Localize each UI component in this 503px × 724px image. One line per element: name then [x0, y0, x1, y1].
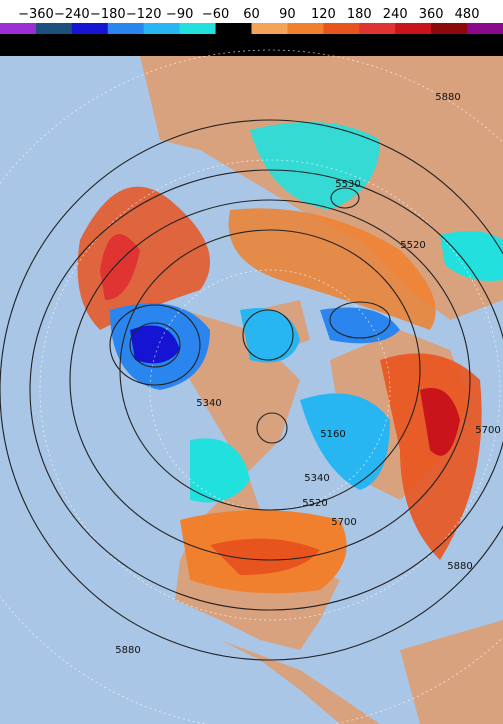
color-swatch [143, 23, 181, 34]
contour-label: 5880 [447, 561, 472, 572]
contour-line [330, 187, 360, 209]
color-swatch [0, 23, 37, 34]
colorbar-label: −60 [202, 7, 229, 22]
contour-label: 5520 [302, 498, 327, 509]
anomaly-positive [228, 208, 436, 330]
contour-line [329, 301, 391, 339]
color-swatch [467, 23, 503, 34]
anomaly-negative [300, 393, 390, 490]
contour-line [0, 119, 503, 661]
contour-line [29, 169, 503, 611]
anomaly-negative [240, 308, 300, 363]
contour-label: 5700 [475, 425, 500, 436]
anomaly-negative [190, 438, 250, 503]
contour-labels: 5880 5530 5520 5340 5160 5340 5520 5700 5700 5880… [115, 92, 500, 656]
contour-label: 5880 [115, 645, 140, 656]
anomaly-negative [130, 325, 180, 364]
colorbar-label: −360 [18, 7, 54, 22]
contour-line [242, 309, 294, 361]
map [0, 49, 503, 724]
land-central-america [220, 640, 380, 724]
colorbar-label: 120 [311, 7, 336, 22]
color-swatch [179, 23, 217, 34]
color-swatch [251, 23, 288, 34]
colorbar-label: −180 [90, 7, 126, 22]
anomaly-negative [440, 231, 503, 281]
anomaly-positive [100, 234, 140, 300]
anomaly-positive [380, 353, 482, 560]
colorbar-label: 90 [279, 7, 296, 22]
contour-line [129, 322, 181, 368]
contour-label: 5880 [435, 92, 460, 103]
color-swatch [359, 23, 396, 34]
latitude-circle [39, 159, 501, 621]
latitude-circle [149, 269, 391, 511]
color-swatch [287, 23, 324, 34]
contour-line [69, 199, 471, 561]
colorbar-label: 480 [455, 7, 480, 22]
contour-label: 5530 [335, 179, 360, 190]
contour-label: 5340 [196, 398, 221, 409]
contour-label: 5520 [400, 240, 425, 251]
contour-line [109, 304, 201, 386]
color-swatch [35, 23, 73, 34]
anomaly-negative [320, 307, 400, 344]
anomaly-positive [210, 538, 320, 575]
latitude-circle [0, 49, 503, 724]
colorbar-label: −120 [126, 7, 162, 22]
color-swatch [215, 23, 252, 34]
colorbar-label: 60 [243, 7, 260, 22]
colorbar-label: 180 [347, 7, 372, 22]
color-swatch [107, 23, 145, 34]
color-swatch [71, 23, 109, 34]
colorbar-label: 360 [419, 7, 444, 22]
contour-label: 5160 [320, 429, 345, 440]
colorbar-label: −240 [54, 7, 90, 22]
color-swatch [431, 23, 468, 34]
colorbar-label: 240 [383, 7, 408, 22]
colorbar-label: −90 [166, 7, 193, 22]
contour-label: 5700 [331, 517, 356, 528]
land-south-america [400, 620, 503, 724]
contour-label: 5340 [304, 473, 329, 484]
color-swatch [323, 23, 360, 34]
color-swatch [395, 23, 432, 34]
header-band [0, 34, 503, 56]
anomaly-positive [420, 388, 460, 456]
colorbar: −360 −240 −180 −120 −90 −60 60 90 120 180 240 360 48… [0, 7, 503, 34]
contour-line [256, 412, 288, 444]
